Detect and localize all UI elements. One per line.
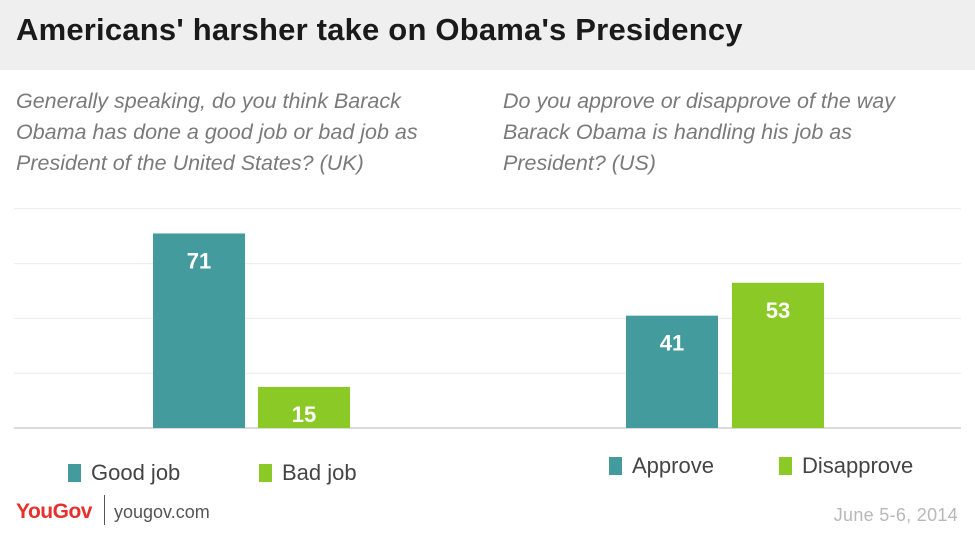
legend-swatch-approve (609, 457, 622, 475)
data-label-good-job: 71 (187, 248, 211, 273)
legend-item-good-job: Good job (68, 460, 180, 486)
legend-label-disapprove: Disapprove (802, 453, 914, 478)
bar-bad-job (258, 386, 350, 428)
data-label-bad-job: 15 (292, 402, 316, 427)
bar-approve (626, 315, 718, 428)
bar-good-job (153, 233, 245, 428)
legend-item-bad-job: Bad job (259, 460, 357, 486)
data-label-approve: 41 (660, 331, 684, 356)
bar-disapprove (732, 282, 824, 428)
legend-swatch-disapprove (779, 457, 792, 475)
legend-item-approve: Approve (609, 453, 714, 479)
page-title: Americans' harsher take on Obama's Presi… (16, 12, 743, 47)
legend-label-bad-job: Bad job (282, 460, 357, 485)
legend-swatch-bad-job (259, 464, 272, 482)
footer-divider (104, 495, 105, 525)
legend-label-approve: Approve (632, 453, 714, 478)
chart-question-us: Do you approve or disapprove of the way … (503, 89, 896, 175)
legend-swatch-good-job (68, 464, 81, 482)
legend-item-disapprove: Disapprove (779, 453, 913, 479)
data-label-disapprove: 53 (766, 298, 790, 323)
website-link[interactable]: yougov.com (114, 502, 210, 522)
yougov-logo: YouGov (16, 500, 92, 523)
survey-date: June 5-6, 2014 (833, 505, 958, 525)
chart-question-uk: Generally speaking, do you think Barack … (16, 89, 418, 175)
header-bar: Americans' harsher take on Obama's Presi… (0, 0, 975, 70)
legend-label-good-job: Good job (91, 460, 181, 485)
